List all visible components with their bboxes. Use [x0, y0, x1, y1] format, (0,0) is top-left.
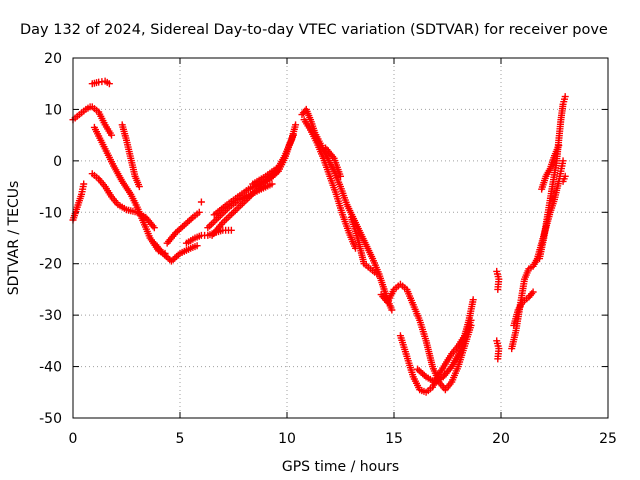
grid-lines: [73, 58, 608, 418]
x-tick-label: 5: [176, 431, 185, 447]
data-point: [268, 180, 276, 188]
data-point: [197, 198, 205, 206]
data-point: [272, 165, 280, 173]
y-tick-label: -30: [39, 308, 62, 324]
data-point: [193, 242, 201, 250]
y-tick-label: -20: [39, 257, 62, 273]
data-point: [108, 131, 116, 139]
y-tick-label: 20: [44, 51, 62, 67]
data-point: [529, 288, 537, 296]
data-point: [150, 224, 158, 232]
data-point: [494, 285, 502, 293]
x-tick-label: 25: [599, 431, 617, 447]
data-point: [494, 355, 502, 363]
data-point: [80, 180, 88, 188]
data-point: [373, 270, 381, 278]
data-point: [227, 226, 235, 234]
axis-ticks: 0 5 10 15 20 25 -50 -40 -30 -20 -10 0 10 20: [39, 51, 617, 447]
y-tick-label: -40: [39, 360, 62, 376]
data-point: [559, 157, 567, 165]
x-tick-label: 10: [278, 431, 296, 447]
plot-frame: [72, 57, 609, 419]
data-point: [469, 296, 477, 304]
y-tick-label: -10: [39, 205, 62, 221]
data-point: [135, 183, 143, 191]
chart-title: Day 132 of 2024, Sidereal Day-to-day VTE…: [20, 22, 608, 38]
data-point: [105, 80, 113, 88]
data-point: [388, 306, 396, 314]
y-tick-label: -50: [39, 411, 62, 427]
y-tick-label: 10: [44, 102, 62, 118]
data-point: [195, 208, 203, 216]
data-point: [555, 141, 563, 149]
x-tick-label: 15: [385, 431, 403, 447]
x-tick-label: 20: [492, 431, 510, 447]
data-point: [337, 172, 344, 180]
data-point: [289, 131, 297, 139]
x-tick-label: 0: [69, 431, 78, 447]
data-point: [292, 121, 300, 129]
data-points: [69, 77, 569, 396]
data-point: [561, 93, 569, 101]
y-axis-label: SDTVAR / TECUs: [6, 181, 22, 296]
x-axis-label: GPS time / hours: [282, 459, 399, 475]
y-tick-label: 0: [53, 154, 62, 170]
data-point: [561, 172, 569, 180]
